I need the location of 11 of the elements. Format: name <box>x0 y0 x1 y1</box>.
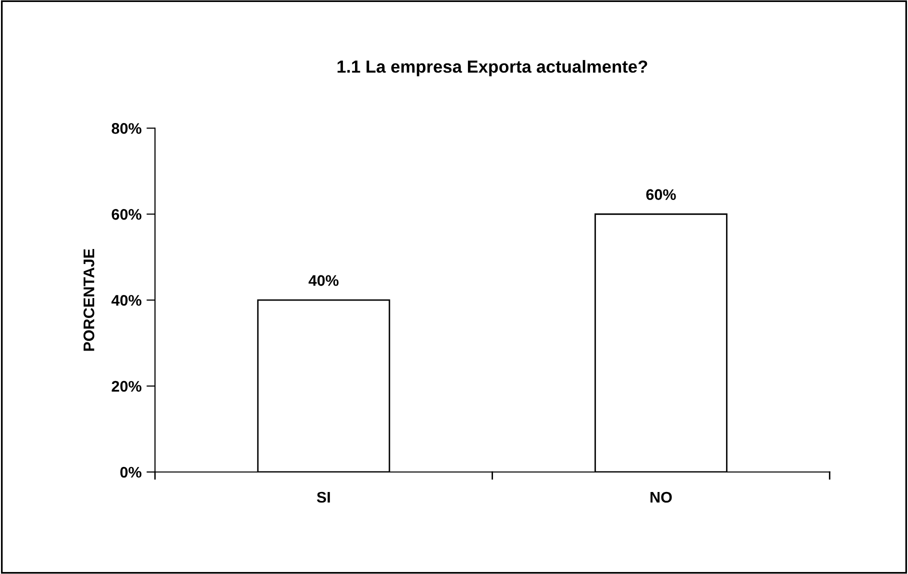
x-tick-label: SI <box>316 492 330 503</box>
data-label: 60% <box>646 189 676 200</box>
data-label: 40% <box>308 275 339 286</box>
y-axis-title: PORCENTAJE <box>83 249 94 351</box>
y-tick-label: 80% <box>112 123 142 134</box>
x-tick-label: NO <box>650 492 672 503</box>
y-tick-label: 60% <box>112 209 142 220</box>
chart-title: 1.1 La empresa Exporta actualmente? <box>338 60 648 76</box>
y-tick-label: 40% <box>111 294 142 306</box>
y-tick-label: 0% <box>120 466 142 478</box>
y-tick-label: 20% <box>112 380 142 392</box>
